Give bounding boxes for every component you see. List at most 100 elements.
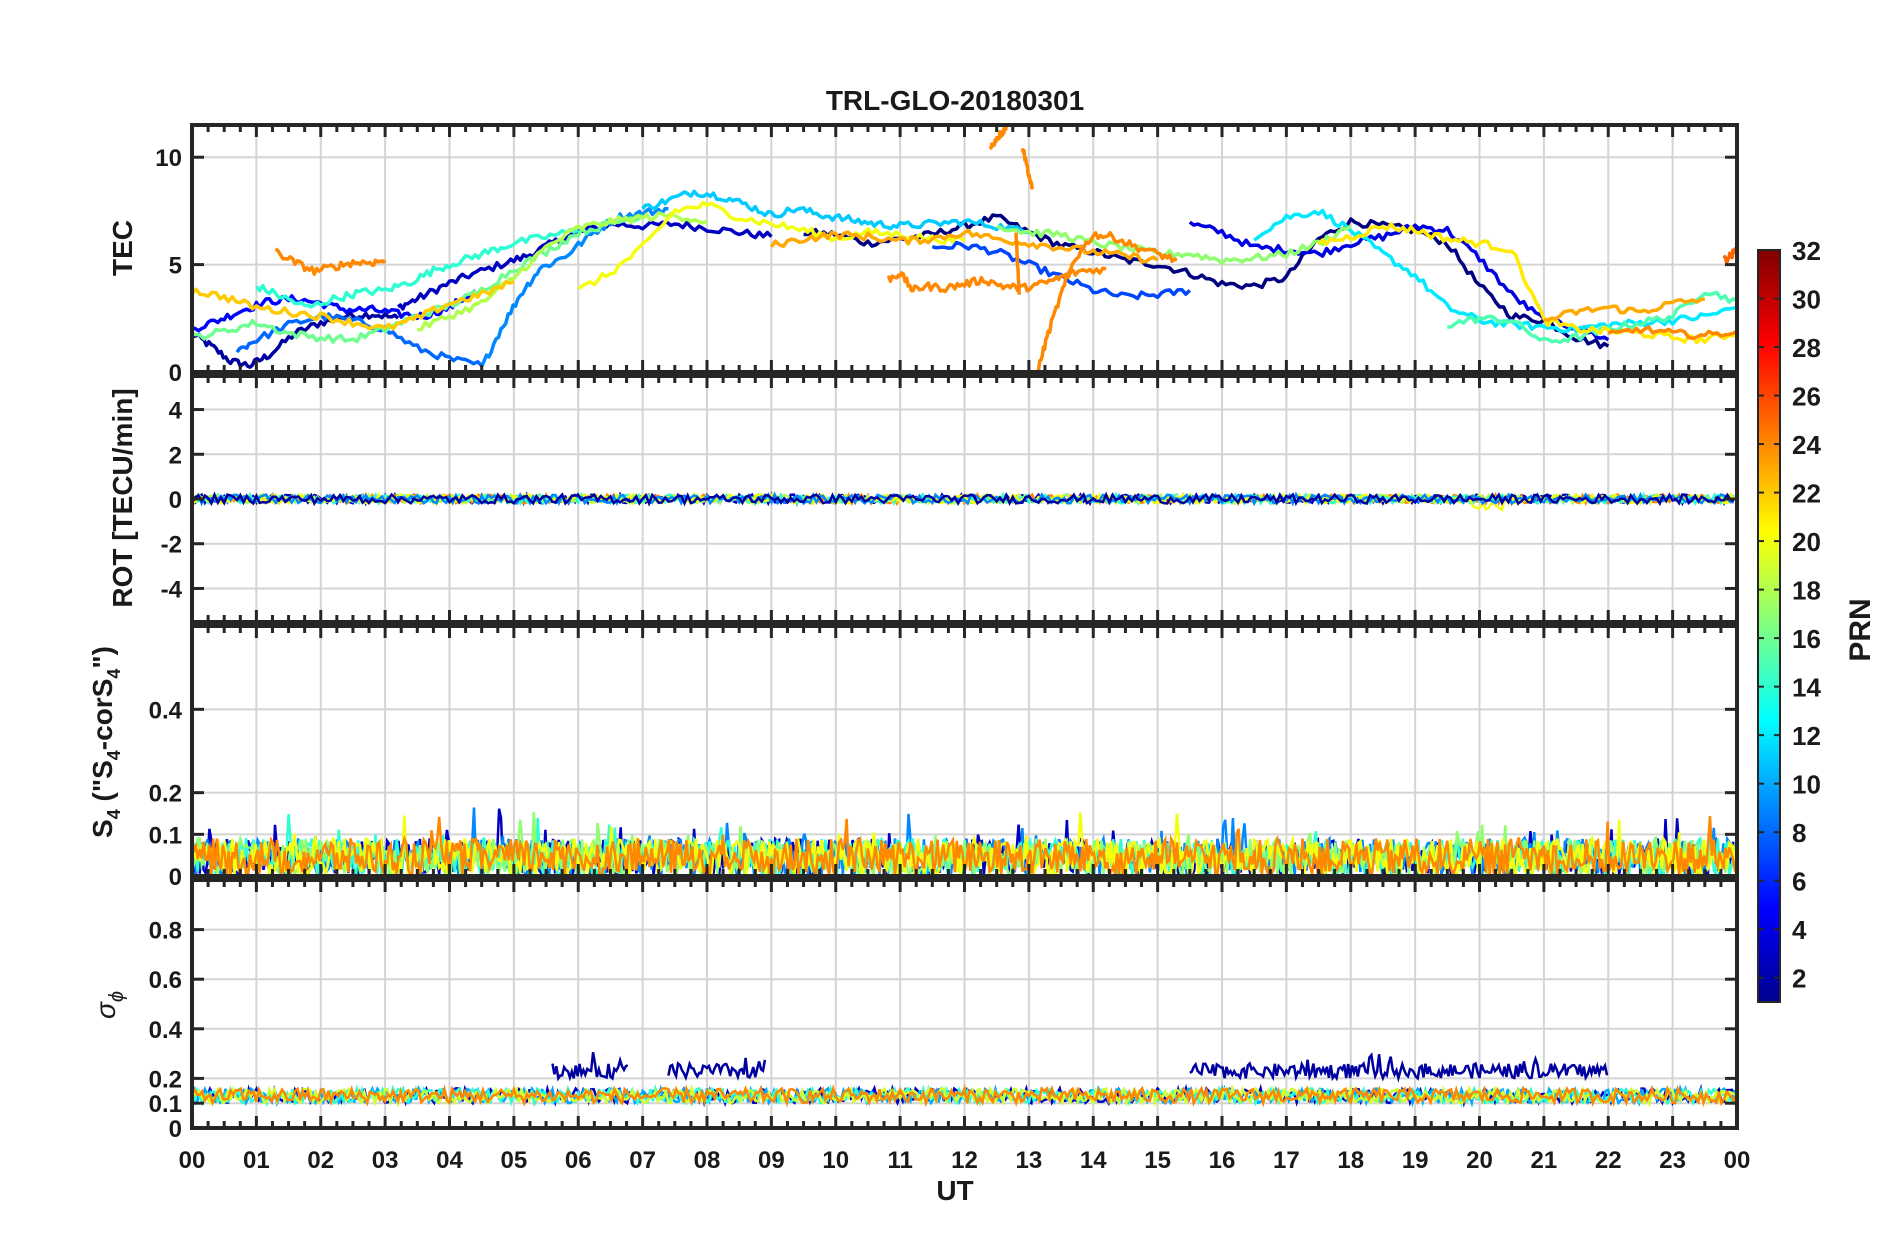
tec-panel: 0 5 10	[155, 123, 1739, 387]
sigma-ylabel: σϕ	[90, 991, 128, 1019]
tec-series-prn-23	[769, 228, 1159, 264]
y-tick-label: -2	[161, 532, 182, 559]
colorbar-tick-label: 8	[1792, 818, 1806, 848]
tec-series-prn-24	[1014, 232, 1021, 295]
colorbar-tick-label: 22	[1792, 479, 1821, 509]
y-tick-label: 0.8	[149, 918, 182, 945]
tec-series-prn-8	[235, 311, 483, 367]
y-tick-label: 0.1	[149, 1091, 182, 1118]
colorbar-tick-label: 12	[1792, 721, 1821, 751]
x-tick-label: 16	[1209, 1147, 1236, 1174]
y-tick-label: -4	[161, 576, 183, 603]
tec-series-prn-20	[577, 200, 966, 291]
tec-series-prn-17	[996, 224, 1352, 266]
x-tick-label: 00	[179, 1147, 206, 1174]
y-tick-label: 0	[169, 1116, 182, 1143]
tec-series-prn-24	[1607, 325, 1737, 341]
tec-series-prn-14	[255, 227, 580, 309]
colorbar-tick-label: 32	[1792, 236, 1821, 266]
rot-series-prn-9	[191, 491, 1734, 507]
colorbar-tick-label: 18	[1792, 576, 1821, 606]
colorbar-tick-label: 2	[1792, 964, 1806, 994]
tec-series-prn-21	[1317, 222, 1737, 345]
sigma-series-prn-2	[1189, 1052, 1609, 1083]
colorbar-tick-label: 26	[1792, 382, 1821, 412]
s4-ylabel-sub3: 4	[104, 669, 124, 679]
tec-series-prn-11	[641, 189, 1029, 235]
y-tick-label: 0.4	[149, 697, 183, 724]
rot-panel: -4 -2 0 2 4	[161, 374, 1739, 624]
x-tick-label: 08	[694, 1147, 721, 1174]
x-axis-label: UT	[936, 1175, 973, 1206]
x-tick-label: 14	[1080, 1147, 1107, 1174]
colorbar-tick-label: 10	[1792, 770, 1821, 800]
x-tick-label: 11	[887, 1147, 912, 1174]
sigma-phi-panel: 00.10.2 0.4 0.6 0.8	[149, 878, 1739, 1143]
chart-title: TRL-GLO-20180301	[826, 85, 1084, 116]
s4-ylabel-sub2: 4	[104, 750, 124, 760]
y-tick-label: 10	[155, 145, 182, 172]
y-tick-label: 0.2	[149, 781, 182, 808]
s4-ylabel-end: ")	[87, 646, 118, 669]
colorbar-tick-label: 16	[1792, 624, 1821, 654]
tec-series-prn-25	[1722, 247, 1737, 265]
x-tick-label: 05	[501, 1147, 528, 1174]
colorbar-label: PRN	[1844, 598, 1877, 661]
tec-series-prn-1	[803, 213, 1610, 350]
x-tick-label: 13	[1016, 1147, 1043, 1174]
x-tick-label: 02	[307, 1147, 334, 1174]
x-tick-label: 03	[372, 1147, 399, 1174]
tec-series-prn-24	[1020, 147, 1034, 190]
panel-frame	[190, 878, 1739, 1130]
tec-series-prn-18	[417, 211, 708, 332]
y-tick-label: 0.6	[149, 967, 182, 994]
tec-series-prn-23	[1543, 297, 1706, 322]
y-tick-label: 5	[169, 253, 182, 280]
tec-series-prn-5	[192, 289, 477, 333]
x-axis-tick-labels: 00 01 02 03 04 05 06 07 08 09 10 11 12 13 14 15 16 17 18 19…	[179, 1147, 1751, 1174]
rot-ylabel: ROT [TECU/min]	[107, 388, 138, 607]
tec-series-prn-24	[274, 247, 387, 276]
colorbar-tick-label: 6	[1792, 867, 1806, 897]
colorbar-gradient	[1757, 249, 1781, 1003]
x-tick-label: 19	[1402, 1147, 1429, 1174]
s4-panel: 0 0.1 0.2 0.4	[149, 624, 1739, 891]
x-tick-label: 22	[1595, 1147, 1622, 1174]
y-tick-label: 0	[169, 360, 182, 387]
sigma-ylabel-main: σ	[90, 1001, 121, 1019]
sigma-series-group	[190, 1052, 1739, 1109]
x-tick-label: 06	[565, 1147, 592, 1174]
s4-ylabel-sub1: 4	[104, 809, 124, 819]
x-tick-label: 00	[1724, 1147, 1751, 1174]
tec-series-prn-4	[1188, 220, 1610, 342]
rot-series-prn-2	[190, 491, 1735, 507]
s4-ylabel-mid: ("S	[87, 760, 118, 809]
colorbar-tick-label: 20	[1792, 527, 1821, 557]
colorbar-tick-label: 28	[1792, 333, 1821, 363]
tec-series-group	[192, 125, 1737, 372]
sigma-ylabel-sub: ϕ	[106, 991, 128, 1002]
panel-frame	[190, 624, 1739, 878]
x-tick-label: 21	[1531, 1147, 1558, 1174]
sigma-series-prn-2	[667, 1057, 767, 1082]
tec-series-prn-2	[192, 310, 400, 369]
colorbar-tick-label: 4	[1792, 915, 1807, 945]
x-tick-label: 20	[1466, 1147, 1493, 1174]
colorbar-tick-label: 14	[1792, 673, 1821, 703]
x-tick-label: 04	[436, 1147, 463, 1174]
tec-series-prn-3	[396, 220, 773, 311]
y-tick-label: 0	[169, 487, 182, 514]
panel-frame	[190, 374, 1739, 624]
colorbar-tick-label: 30	[1792, 285, 1821, 315]
x-tick-label: 18	[1337, 1147, 1364, 1174]
sigma-series-prn-24	[191, 1083, 1739, 1108]
s4-ylabel-main: S	[87, 819, 118, 838]
rot-series-group	[190, 491, 1735, 513]
y-tick-label: 0.1	[149, 822, 182, 849]
x-tick-label: 01	[243, 1147, 270, 1174]
y-tick-label: 0	[169, 864, 182, 891]
y-tick-label: 4	[169, 398, 183, 425]
x-tick-label: 10	[822, 1147, 849, 1174]
tec-ylabel: TEC	[107, 220, 138, 276]
